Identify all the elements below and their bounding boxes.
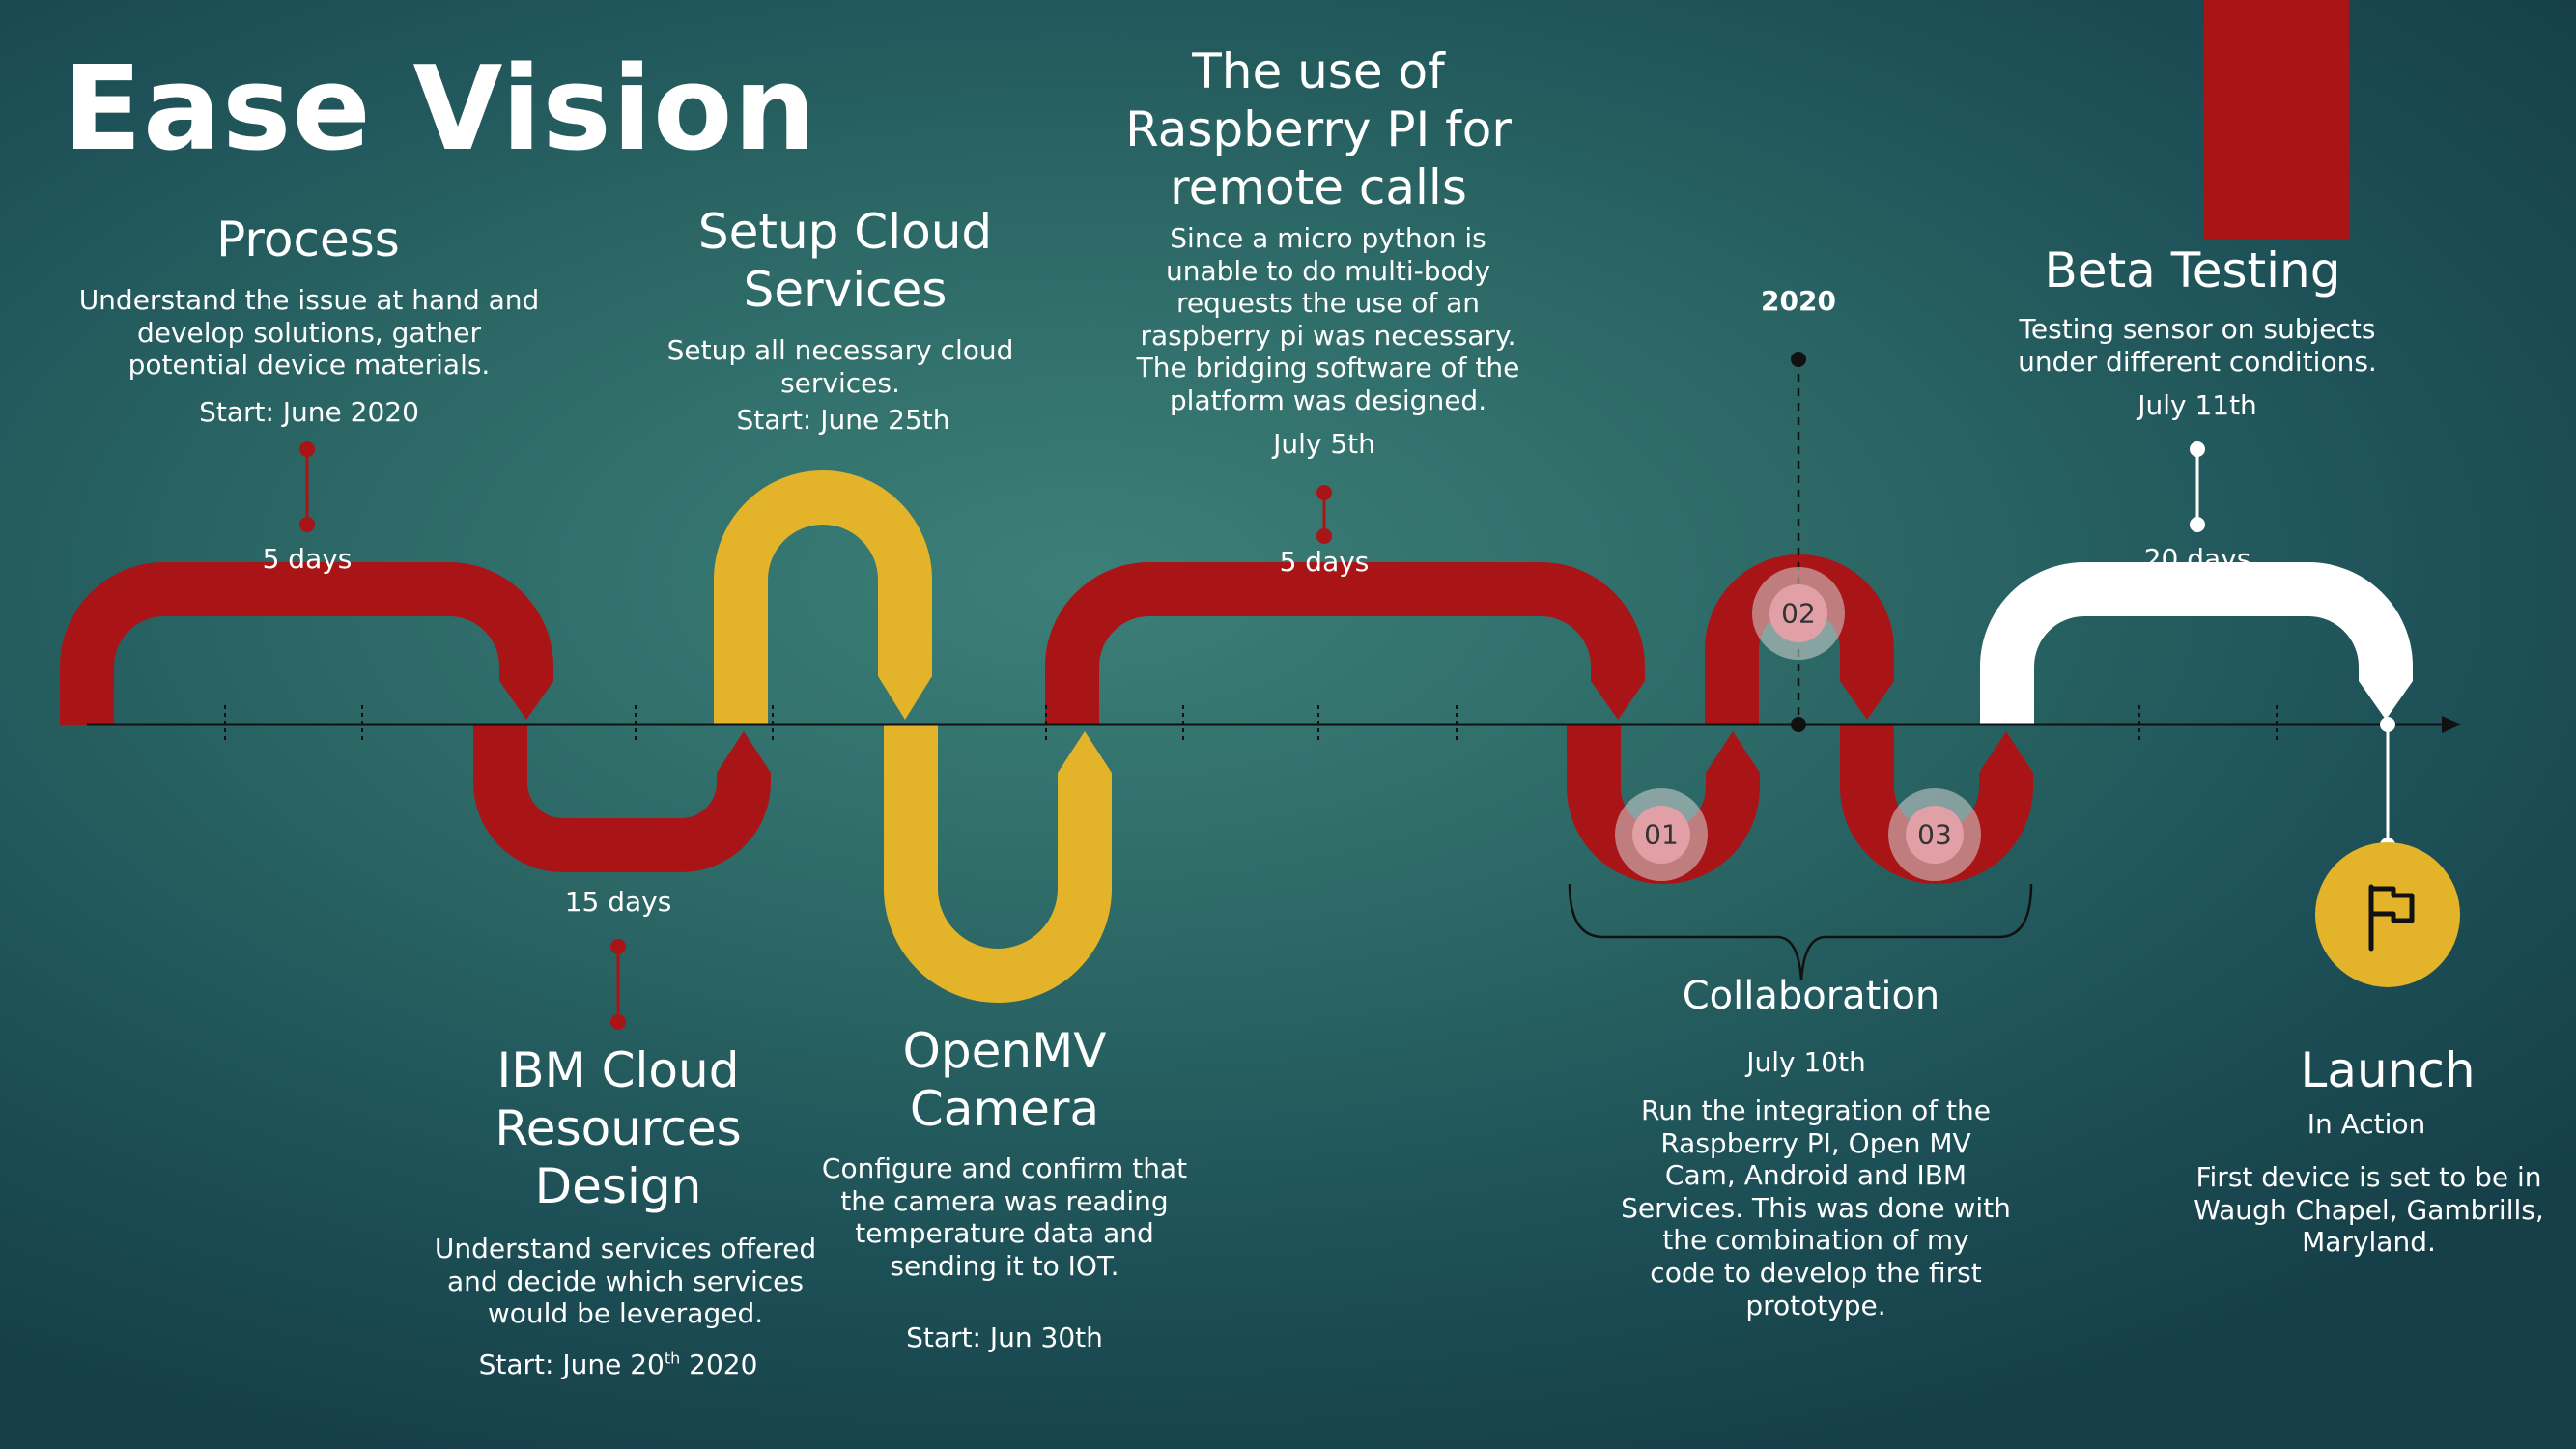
setup-cloud-title: Setup Cloud Services: [697, 204, 993, 318]
openmv-date: Start: Jun 30th: [906, 1321, 1103, 1353]
raspberry-title: The use of Raspberry PI for remote calls: [1125, 43, 1512, 215]
collaboration-bracket: [1568, 883, 2033, 981]
beta-pin: [2190, 441, 2205, 532]
beta-testing-date: July 11th: [2137, 389, 2257, 421]
collab1-arrow-tip: [1706, 731, 1760, 773]
ibm-cloud-title: IBM Cloud Resources Design: [495, 1042, 742, 1214]
page-title: Ease Vision: [63, 43, 817, 177]
launch-title: Launch: [2300, 1042, 2476, 1098]
process-arch: [60, 562, 553, 724]
axis-ticks: [224, 705, 2278, 744]
step-label-01: 01: [1644, 819, 1679, 851]
setup-arrow-tip: [878, 676, 932, 720]
launch-description: First device is set to be in Waugh Chape…: [2194, 1161, 2544, 1259]
setup-cloud-arch: [714, 470, 932, 724]
raspberry-pin: [1316, 485, 1332, 544]
raspberry-arch: [1045, 562, 1645, 724]
raspberry-description: Since a micro python is unable to do mul…: [1136, 222, 1520, 416]
raspberry-duration: 5 days: [1279, 546, 1370, 578]
raspberry-arrow-tip: [1591, 681, 1645, 720]
ibm-cloud-pin: [610, 939, 626, 1030]
launch-subtitle: In Action: [2307, 1108, 2426, 1140]
ibm-cloud-duration: 15 days: [564, 886, 672, 918]
collaboration-date: July 10th: [1746, 1046, 1866, 1078]
process-description: Understand the issue at hand and develop…: [78, 284, 540, 382]
raspberry-date: July 5th: [1273, 428, 1375, 460]
collaboration-description: Run the integration of the Raspberry PI,…: [1621, 1094, 2011, 1321]
axis-arrowhead: [2442, 716, 2461, 733]
launch-connector: [2380, 717, 2395, 853]
collaboration-title: Collaboration: [1682, 974, 1940, 1018]
process-duration: 5 days: [262, 543, 353, 575]
step-bubble-02: 02: [1752, 567, 1845, 660]
year-marker-label: 2020: [1761, 285, 1836, 317]
year-marker-top-dot: [1791, 352, 1806, 367]
red-corner-bar: [2204, 0, 2349, 240]
year-marker-axis-dot: [1791, 717, 1806, 732]
step-label-03: 03: [1917, 819, 1952, 851]
setup-cloud-description: Setup all necessary cloud services.: [666, 334, 1014, 399]
ibm-cloud-dip: [473, 724, 771, 872]
beta-testing-description: Testing sensor on subjects under differe…: [2018, 313, 2377, 378]
ibm-cloud-date: Start: June 20th 2020: [478, 1349, 758, 1380]
process-date: Start: June 2020: [199, 396, 419, 428]
process-arrow-tip: [499, 681, 553, 720]
beta-testing-arch: [1980, 562, 2413, 724]
collab3-arrow-tip: [1979, 731, 2033, 773]
step-label-02: 02: [1781, 598, 1816, 630]
openmv-title: OpenMV Camera: [902, 1023, 1107, 1137]
openmv-arrow-tip: [1058, 731, 1112, 773]
beta-testing-duration: 20 days: [2143, 543, 2251, 575]
process-pin: [299, 441, 315, 532]
openmv-dip: [884, 724, 1112, 1003]
collab2-arrow-tip: [1840, 681, 1894, 720]
ibm-arrow-tip: [717, 731, 771, 773]
step-bubble-01: 01: [1615, 788, 1708, 881]
beta-testing-title: Beta Testing: [2044, 242, 2341, 298]
openmv-description: Configure and confirm that the camera wa…: [821, 1152, 1188, 1282]
beta-arrow-tip: [2359, 681, 2413, 720]
step-bubble-03: 03: [1888, 788, 1981, 881]
setup-cloud-date: Start: June 25th: [736, 404, 950, 436]
flag-icon: [2368, 884, 2415, 952]
ibm-cloud-description: Understand services offered and decide w…: [434, 1233, 817, 1330]
process-title: Process: [216, 212, 400, 268]
